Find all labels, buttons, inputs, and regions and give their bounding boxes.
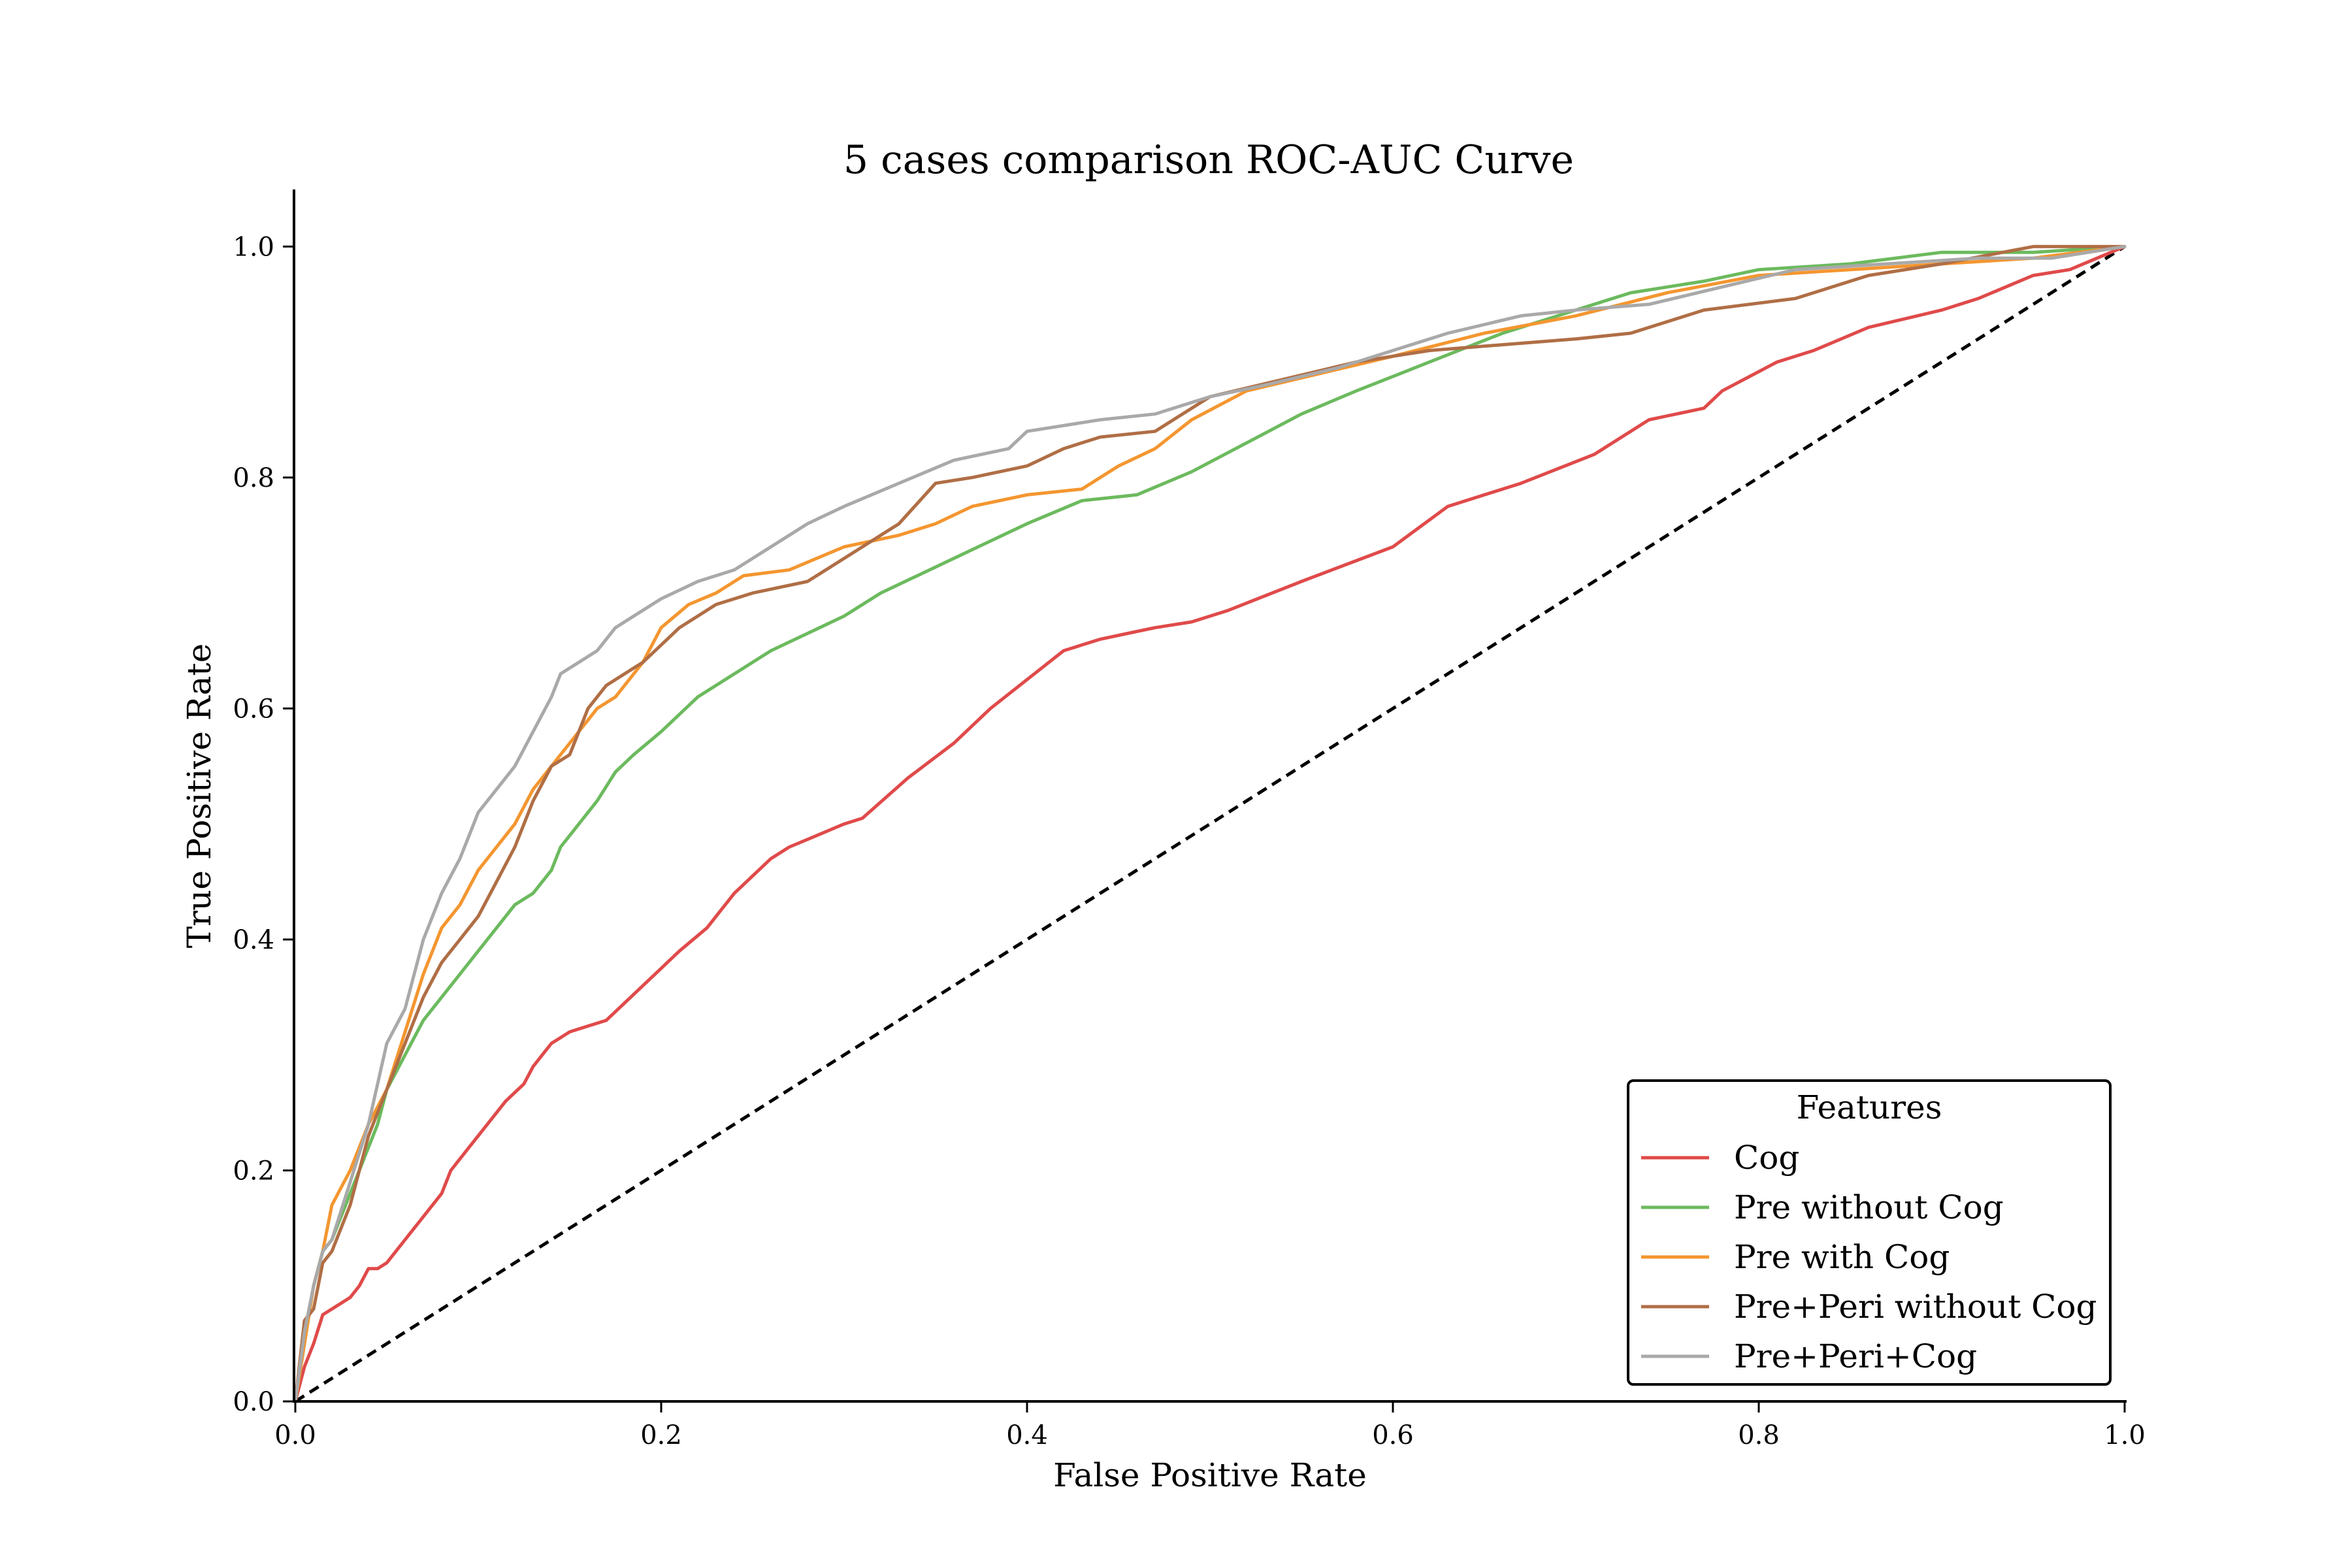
x-tick-label: 0.4 bbox=[1006, 1420, 1048, 1450]
y-axis-label: True Positive Rate bbox=[180, 644, 218, 948]
y-axis-ticks: 0.0 0.2 0.4 0.6 0.8 1.0 bbox=[233, 232, 294, 1417]
legend-label-pre-peri-cog: Pre+Peri+Cog bbox=[1734, 1337, 1977, 1375]
legend-entries: Cog Pre without Cog Pre with Cog Pre+Peri w… bbox=[1641, 1139, 2097, 1375]
y-tick-label: 0.2 bbox=[233, 1156, 274, 1186]
legend: Features Cog Pre without Cog Pre with Cog P… bbox=[1627, 1079, 2112, 1386]
legend-title: Features bbox=[1797, 1088, 1942, 1126]
legend-label-pre-peri-without-cog: Pre+Peri without Cog bbox=[1734, 1288, 2097, 1326]
x-tick-label: 0.2 bbox=[640, 1420, 682, 1450]
y-tick-label: 0.8 bbox=[233, 463, 274, 493]
x-tick-label: 0.8 bbox=[1738, 1420, 1780, 1450]
series-line-pre-with-cog bbox=[293, 244, 2127, 1403]
legend-label-pre-with-cog: Pre with Cog bbox=[1734, 1238, 1950, 1276]
series-line-pre-peri-cog bbox=[293, 244, 2127, 1403]
chance-diagonal-line bbox=[294, 245, 2126, 1403]
y-tick-label: 1.0 bbox=[233, 232, 274, 262]
x-tick-label: 1.0 bbox=[2104, 1420, 2146, 1450]
legend-frame bbox=[1627, 1079, 2112, 1386]
legend-label-cog: Cog bbox=[1734, 1139, 1799, 1177]
legend-label-pre-without-cog: Pre without Cog bbox=[1734, 1188, 2004, 1226]
y-tick-label: 0.4 bbox=[233, 925, 274, 955]
series-line-cog bbox=[293, 244, 2127, 1403]
plot-area bbox=[293, 244, 2127, 1403]
y-tick-label: 0.6 bbox=[233, 694, 274, 724]
y-tick-label: 0.0 bbox=[233, 1387, 274, 1417]
x-axis-ticks: 0.0 0.2 0.4 0.6 0.8 1.0 bbox=[274, 1401, 2146, 1450]
x-axis-label: False Positive Rate bbox=[1053, 1456, 1367, 1494]
series-line-pre-peri-without-cog bbox=[293, 244, 2127, 1403]
x-tick-label: 0.6 bbox=[1372, 1420, 1414, 1450]
x-tick-label: 0.0 bbox=[274, 1420, 316, 1450]
chart-title: 5 cases comparison ROC-AUC Curve bbox=[843, 137, 1574, 183]
